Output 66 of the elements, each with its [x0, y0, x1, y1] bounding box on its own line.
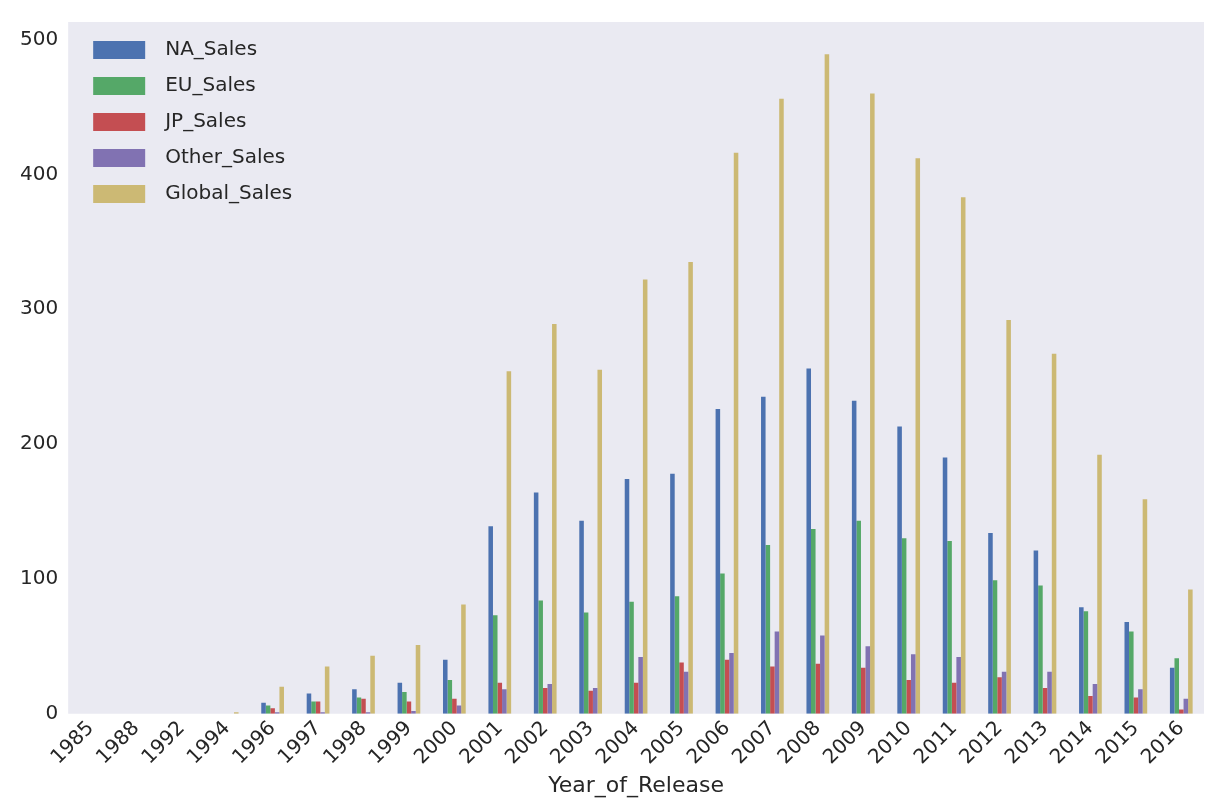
bar: [997, 677, 1002, 714]
bar: [597, 369, 603, 714]
bar: [770, 666, 775, 714]
bar: [502, 689, 507, 714]
bar: [897, 426, 902, 714]
y-tick-label: 500: [19, 25, 59, 50]
bar: [1097, 454, 1102, 714]
bar: [1047, 671, 1052, 714]
bar: [679, 662, 684, 714]
bar: [956, 657, 961, 714]
bar: [1006, 319, 1011, 714]
y-tick-label: 200: [19, 430, 59, 455]
bar: [270, 708, 275, 714]
legend-label: EU_Sales: [165, 72, 256, 97]
bar: [670, 473, 675, 714]
bar: [1124, 621, 1130, 714]
bar: [988, 532, 993, 714]
bar: [552, 324, 557, 714]
bar: [811, 528, 816, 714]
bar: [492, 615, 498, 714]
bar: [1038, 585, 1043, 714]
bar: [547, 683, 553, 714]
bar: [461, 604, 466, 714]
bar: [579, 520, 584, 714]
bar: [370, 655, 375, 714]
y-tick-label: 0: [45, 699, 59, 724]
bar: [311, 701, 316, 714]
x-axis-title: Year_of_Release: [547, 771, 724, 798]
legend-label: Other_Sales: [165, 144, 286, 169]
legend-label: JP_Sales: [163, 108, 247, 133]
bar: [638, 657, 643, 714]
bar: [720, 573, 725, 714]
bar: [870, 93, 875, 714]
bar: [402, 692, 407, 714]
bar: [538, 600, 543, 714]
bar: [688, 261, 693, 714]
bar: [779, 98, 784, 714]
bar: [860, 667, 866, 714]
bar: [729, 652, 734, 714]
bar: [1088, 696, 1093, 714]
legend-label: NA_Sales: [165, 36, 258, 61]
legend-label: Global_Sales: [165, 180, 293, 205]
bar: [629, 601, 634, 714]
bar: [279, 686, 284, 714]
bar: [1138, 689, 1143, 714]
bar: [361, 698, 366, 714]
bar: [1188, 589, 1193, 714]
bar: [947, 541, 952, 714]
bar: [906, 679, 911, 714]
bar: [761, 396, 766, 714]
y-tick-label: 100: [19, 565, 59, 590]
y-tick-label: 400: [19, 160, 59, 185]
bar: [488, 526, 493, 714]
bar: [1129, 631, 1134, 714]
bar: [856, 520, 861, 714]
bar: [588, 690, 593, 714]
bar: [806, 368, 811, 714]
bar: [910, 654, 916, 714]
bar: [1079, 607, 1084, 714]
bar: [443, 659, 448, 714]
bar: [261, 702, 266, 714]
bar: [352, 689, 357, 714]
bar: [1174, 658, 1180, 714]
y-tick-label: 300: [19, 295, 59, 320]
bar: [452, 698, 457, 714]
bar: [820, 635, 825, 714]
